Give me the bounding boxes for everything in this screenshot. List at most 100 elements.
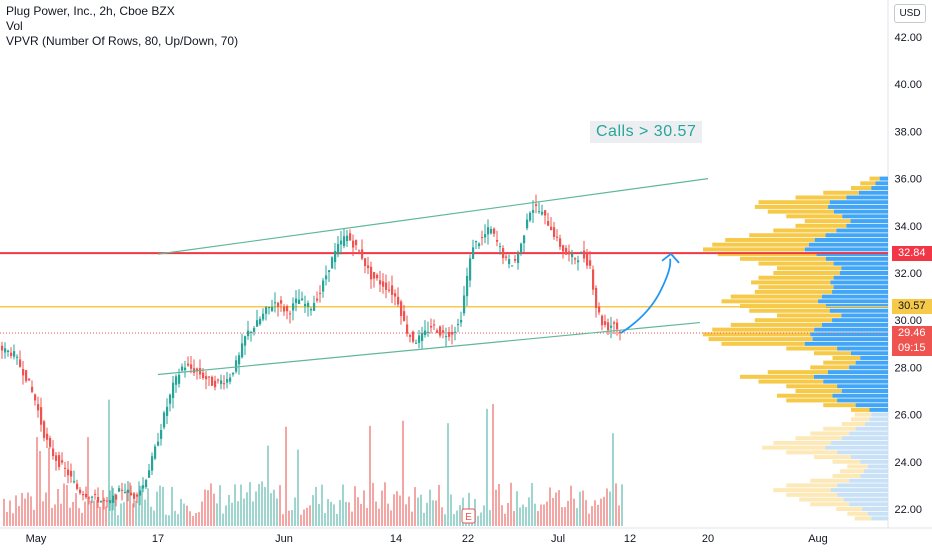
vp-up-bar [875,181,888,186]
vp-down-bar [854,412,872,417]
volume-bar [93,500,95,526]
volume-bar [99,506,101,526]
volume-bar [495,489,497,526]
volume-bar [126,490,128,526]
candle-body [52,448,55,457]
candle-body [136,494,139,497]
vp-down-bar [767,370,828,375]
vp-up-bar [849,431,888,436]
volume-bar [342,484,344,526]
volume-bar [552,497,554,526]
vp-down-bar [730,322,822,327]
vp-up-bar [812,337,888,342]
volume-bar [444,514,446,526]
candle-body [37,404,40,411]
candle-body [151,456,154,471]
vp-down-bar [810,365,850,370]
volume-bar [183,503,185,526]
volume-bar [516,491,518,526]
vp-up-bar [860,459,888,464]
volume-bar [123,502,125,526]
volume-bar [555,492,557,526]
candle-body [157,441,160,446]
currency-button[interactable]: USD [894,4,926,23]
vp-down-bar [795,389,842,393]
candle-body [220,380,223,385]
vp-down-bar [869,176,880,181]
x-tick-label: 14 [390,533,402,545]
volume-bar [231,502,233,526]
candle-body [346,235,349,242]
candle-body [283,306,286,312]
candle-body [445,336,448,338]
candle-body [79,489,82,494]
vp-down-bar [847,511,868,516]
candle-body [364,258,367,266]
candle-body [469,258,472,281]
symbol-title[interactable]: Plug Power, Inc., 2h, Cboe BZX [6,4,175,18]
volume-bar [351,511,353,526]
vp-down-bar [777,313,842,318]
vp-down-bar [708,337,813,342]
vp-up-bar [849,365,888,370]
volume-bar [276,498,278,526]
volume-bar [174,510,176,526]
vp-down-bar [703,247,805,252]
y-tick-label: 28.00 [894,362,922,374]
vp-up-bar [810,332,888,337]
candle-body [40,407,43,425]
candle-body [148,470,151,478]
vp-up-bar [837,384,888,389]
candle-body [277,302,280,307]
volume-bar [129,482,131,526]
volume-bar [315,486,317,526]
volume-bar [402,420,404,526]
vp-down-bar [773,488,831,493]
volume-bar [603,496,605,526]
volume-bar [393,494,395,526]
vp-down-bar [758,200,830,205]
vp-down-bar [786,346,838,351]
volume-bar [450,494,452,526]
volume-bar [597,504,599,526]
candle-body [472,247,475,259]
candle-body [34,394,37,401]
volume-bar [42,501,44,526]
volume-bar [456,510,458,526]
candle-body [343,236,346,246]
candle-body [280,300,283,304]
vpvr-indicator-label[interactable]: VPVR (Number Of Rows, 80, Up/Down, 70) [6,34,239,48]
volume-bar [606,488,608,526]
candle-body [601,315,604,326]
volume-bar [225,505,227,526]
vp-up-bar [846,223,888,228]
candle-body [271,307,274,311]
vp-up-bar [879,176,888,181]
candle-body [367,265,370,269]
candle-body [487,227,490,235]
volume-bar [168,515,170,526]
volume-bar [543,504,545,526]
vp-up-bar [833,209,888,214]
volume-bar [423,512,425,526]
earnings-marker: E [461,508,476,524]
volume-bar [108,399,110,526]
vp-up-bar [841,266,888,271]
volume-bar [207,490,209,526]
candle-body [385,282,388,290]
vp-up-bar [850,219,888,224]
volume-bar [270,493,272,526]
volume-bar [501,505,503,526]
volume-bar [414,487,416,526]
volume-indicator-label[interactable]: Vol [6,19,23,33]
volume-bar [327,499,329,526]
candle-body [127,489,130,493]
vp-down-bar [851,407,870,412]
volume-bar [84,501,86,526]
calls-callout[interactable]: Calls > 30.57 [590,121,703,143]
candle-body [403,311,406,321]
volume-bar [258,483,260,526]
candle-body [481,237,484,239]
